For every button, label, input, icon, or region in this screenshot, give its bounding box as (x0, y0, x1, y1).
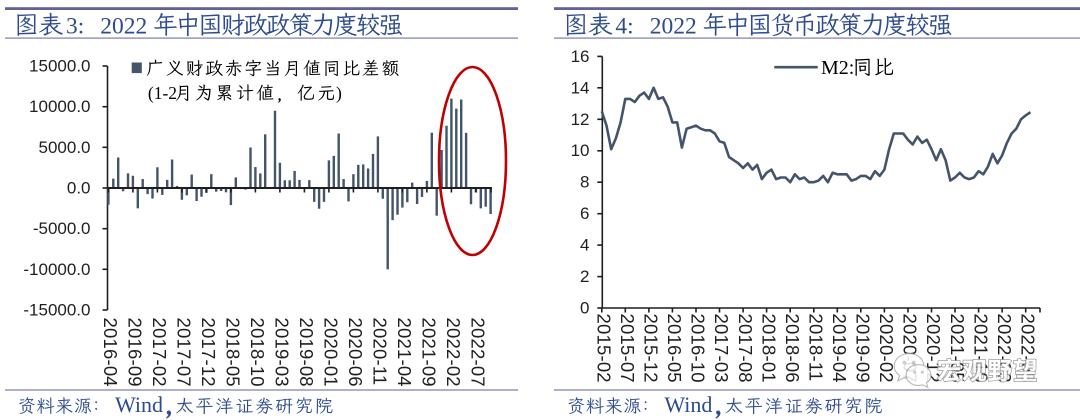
svg-text:4: 4 (580, 236, 589, 255)
svg-text:2020-01: 2020-01 (321, 318, 342, 387)
svg-text:2020-02: 2020-02 (876, 314, 897, 383)
svg-text:2017-03: 2017-03 (711, 314, 732, 383)
svg-text:2016-05: 2016-05 (664, 314, 685, 383)
svg-text:2021-09: 2021-09 (419, 318, 440, 387)
svg-text:2022: 2022 (100, 13, 147, 39)
svg-text:16: 16 (571, 47, 590, 66)
svg-text:14: 14 (571, 78, 590, 97)
svg-text:2018-05: 2018-05 (223, 318, 244, 387)
svg-text:2021-05: 2021-05 (947, 314, 968, 383)
svg-text:2015-12: 2015-12 (641, 314, 662, 383)
svg-text:2021-04: 2021-04 (394, 318, 415, 387)
svg-text:2020-11: 2020-11 (370, 318, 391, 386)
svg-text:Wind: Wind (115, 392, 163, 417)
svg-text:(1-2: (1-2 (148, 83, 177, 103)
svg-text:2019-03: 2019-03 (272, 318, 293, 387)
svg-text:15000.0: 15000.0 (29, 57, 90, 76)
svg-text:2017-08: 2017-08 (735, 314, 756, 383)
svg-text:10000.0: 10000.0 (29, 97, 90, 116)
svg-text:2015-07: 2015-07 (617, 314, 638, 383)
svg-text:2018-10: 2018-10 (247, 318, 268, 387)
svg-text:-5000.0: -5000.0 (33, 219, 91, 238)
svg-text:12: 12 (571, 110, 590, 129)
svg-text:8: 8 (580, 173, 589, 192)
svg-text:2017-02: 2017-02 (149, 318, 170, 387)
svg-text:5000.0: 5000.0 (39, 138, 91, 157)
svg-text:2018-11: 2018-11 (806, 314, 827, 382)
svg-text:M2:: M2: (821, 57, 854, 79)
svg-text:2018-06: 2018-06 (782, 314, 803, 383)
svg-text:6: 6 (580, 204, 589, 223)
svg-text:0.0: 0.0 (67, 179, 91, 198)
svg-text:3:: 3: (66, 13, 84, 39)
svg-text:2020-06: 2020-06 (345, 318, 366, 387)
svg-text:2022-07: 2022-07 (468, 318, 489, 387)
svg-text:2016-04: 2016-04 (100, 318, 121, 387)
svg-text:2: 2 (580, 267, 589, 286)
svg-text:4:: 4: (615, 13, 633, 39)
svg-text:2017-07: 2017-07 (174, 318, 195, 387)
svg-text:2017-12: 2017-12 (198, 318, 219, 387)
svg-text:2019-08: 2019-08 (296, 318, 317, 387)
svg-text:2019-04: 2019-04 (829, 314, 850, 383)
svg-text:-15000.0: -15000.0 (23, 301, 90, 320)
svg-text:2015-02: 2015-02 (594, 314, 615, 383)
svg-text:0: 0 (580, 299, 589, 318)
svg-text:-10000.0: -10000.0 (23, 260, 90, 279)
svg-text:10: 10 (571, 141, 590, 160)
svg-text:2022-02: 2022-02 (443, 318, 464, 387)
svg-text:): ) (336, 83, 342, 103)
svg-text:2016-10: 2016-10 (688, 314, 709, 383)
svg-text:2019-09: 2019-09 (853, 314, 874, 383)
svg-text:2018-01: 2018-01 (758, 314, 779, 383)
svg-text:2022: 2022 (650, 13, 697, 39)
svg-text:2016-09: 2016-09 (125, 318, 146, 387)
svg-text:Wind: Wind (664, 392, 712, 417)
